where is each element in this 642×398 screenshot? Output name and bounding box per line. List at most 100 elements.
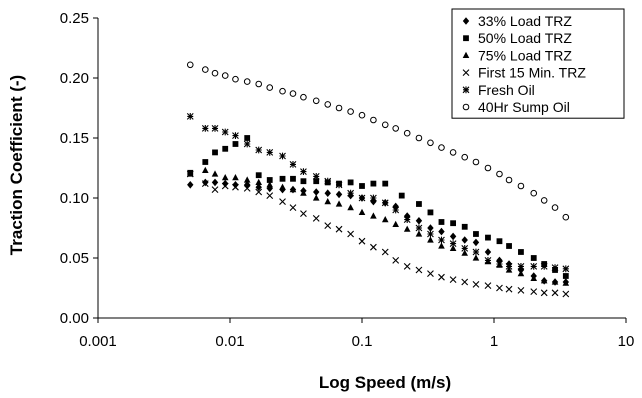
y-tick-label: 0.25 [60, 10, 89, 27]
data-point [403, 225, 411, 232]
legend-marker [462, 103, 470, 111]
data-point [232, 75, 239, 83]
data-point [324, 198, 332, 205]
data-point [221, 72, 229, 79]
y-tick-label: 0.10 [60, 190, 89, 207]
data-point [416, 201, 422, 207]
data-point [255, 183, 262, 191]
data-point [335, 200, 343, 207]
legend-marker [462, 69, 470, 76]
data-point [496, 238, 503, 245]
data-point [358, 111, 366, 119]
data-point [517, 287, 525, 294]
data-point [540, 277, 548, 284]
data-point [427, 270, 434, 277]
legend-label: Fresh Oil [478, 82, 535, 98]
data-point [484, 257, 492, 264]
data-point [484, 248, 492, 256]
data-point [243, 78, 251, 85]
data-point [530, 288, 538, 295]
data-point [472, 248, 480, 256]
data-point [186, 170, 194, 178]
series-1 [187, 135, 569, 279]
data-point [300, 168, 307, 175]
data-point [202, 159, 209, 165]
x-tick-label: 0.01 [215, 333, 244, 350]
data-point [232, 141, 239, 147]
data-point [186, 113, 194, 120]
data-point [392, 257, 400, 264]
data-point [222, 179, 229, 188]
data-point [427, 224, 434, 232]
data-point [381, 248, 389, 256]
data-point [358, 194, 366, 202]
data-point [212, 149, 218, 156]
data-point [335, 190, 343, 199]
data-point [312, 97, 320, 105]
data-point [202, 178, 209, 187]
data-point [562, 213, 570, 221]
data-point [347, 230, 355, 238]
data-point [243, 185, 251, 192]
data-point [392, 206, 400, 214]
data-point [562, 273, 569, 279]
data-point [359, 183, 365, 189]
data-point [461, 278, 469, 286]
data-point [312, 173, 320, 180]
data-point [415, 230, 423, 237]
legend-item: 50% Load TRZ [463, 30, 572, 46]
data-point [202, 66, 209, 73]
data-point [506, 243, 512, 249]
data-point [211, 178, 219, 187]
data-point [438, 219, 445, 225]
data-point [530, 263, 538, 270]
data-point [221, 128, 229, 136]
x-tick-label: 0.001 [79, 333, 117, 350]
data-point [211, 125, 219, 132]
data-point [221, 174, 229, 181]
data-point [449, 149, 457, 156]
data-point [449, 240, 457, 247]
data-point [324, 222, 332, 229]
data-point [403, 129, 411, 137]
data-point [232, 183, 239, 191]
data-point [347, 179, 354, 186]
data-point [221, 182, 229, 190]
data-point [403, 216, 411, 223]
data-point [427, 230, 434, 238]
data-point [289, 186, 297, 193]
data-point [461, 236, 468, 244]
data-point [312, 215, 320, 222]
data-point [324, 101, 332, 108]
data-point [232, 132, 239, 139]
data-point [496, 284, 503, 292]
data-point [438, 242, 445, 249]
data-point [449, 276, 457, 283]
x-tick-label: 10 [618, 333, 635, 350]
data-point [415, 224, 423, 232]
data-point [415, 217, 423, 225]
y-tick-label: 0.15 [60, 130, 89, 147]
data-point [381, 121, 389, 129]
data-point [461, 153, 469, 161]
data-point [313, 178, 320, 185]
data-point [398, 192, 405, 199]
data-point [392, 220, 399, 227]
data-point [300, 210, 307, 217]
data-point [505, 176, 513, 184]
data-point [562, 290, 570, 298]
legend-marker [462, 51, 470, 58]
data-point [324, 177, 332, 185]
x-axis-title: Log Speed (m/s) [319, 373, 451, 392]
legend-box [451, 8, 625, 119]
data-point [232, 174, 239, 181]
data-point [562, 279, 570, 286]
data-point [540, 263, 548, 270]
data-point [243, 176, 251, 183]
data-point [485, 234, 491, 241]
data-point [201, 125, 209, 132]
data-point [562, 265, 570, 273]
data-point [370, 194, 377, 202]
